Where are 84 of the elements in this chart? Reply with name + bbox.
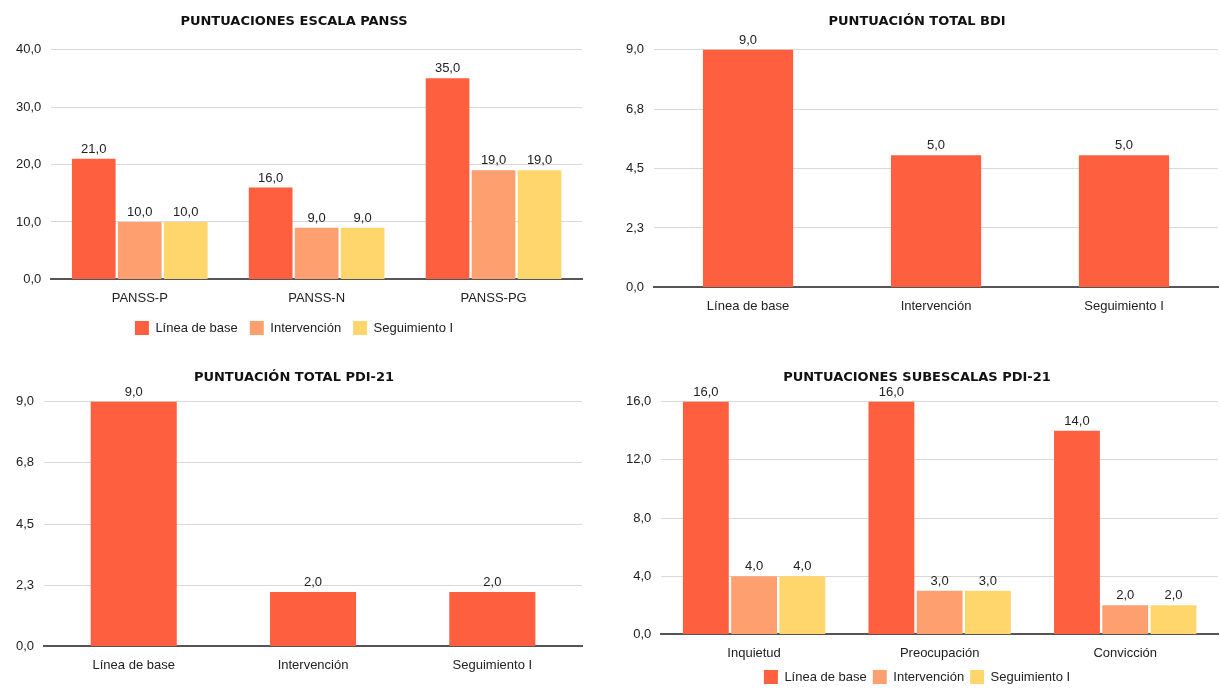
x-tick-label: Intervención [900,297,972,313]
data-label: 5,0 [927,137,946,153]
y-tick-label: 9,0 [625,41,645,57]
bar [731,576,777,634]
y-tick-label: 4,5 [625,160,645,176]
data-label: 4,0 [793,558,812,574]
data-label: 2,0 [304,574,323,590]
bar [517,170,562,279]
x-tick-label: Preocupación [899,644,980,660]
y-tick-label: 9,0 [15,393,35,409]
y-tick-label: 10,0 [15,213,42,229]
bar [71,158,116,279]
y-tick-label: 30,0 [15,98,42,114]
x-tick-label: Línea de base [706,297,790,313]
legend-label: Seguimiento I [990,668,1071,684]
data-label: 2,0 [1116,587,1135,603]
y-tick-label: 0,0 [15,637,35,653]
data-label: 4,0 [745,558,764,574]
x-tick-label: PANSS-PG [460,289,527,305]
data-label: 3,0 [978,572,997,588]
data-label: 9,0 [124,383,143,399]
data-label: 19,0 [526,152,553,168]
y-tick-label: 2,3 [625,219,645,235]
y-tick-label: 16,0 [625,393,652,409]
y-tick-label: 6,8 [625,100,645,116]
bar [248,187,293,279]
bar [779,576,826,634]
data-label: 9,0 [739,31,758,47]
bar [471,170,516,279]
legend-label: Línea de base [784,668,867,684]
data-label: 14,0 [1064,412,1090,428]
y-tick-label: 40,0 [15,41,42,57]
data-label: 5,0 [1114,137,1134,153]
chart-title: PUNTUACIÓN TOTAL PDI-21 [193,369,395,385]
data-label: 10,0 [127,204,153,220]
x-tick-label: Seguimiento I [1084,297,1164,313]
data-label: 9,0 [353,209,372,225]
bar [340,227,385,279]
data-label: 21,0 [81,140,107,156]
x-tick-label: Convicción [1093,644,1158,660]
bar [117,221,162,279]
legend-label: Seguimiento I [373,319,454,335]
bar [682,401,729,634]
y-tick-label: 20,0 [15,156,42,172]
bar [163,221,208,279]
bar [294,227,339,279]
y-tick-label: 0,0 [23,270,42,286]
y-tick-label: 8,0 [633,509,652,525]
data-label: 2,0 [483,574,502,590]
y-tick-label: 2,3 [15,576,35,592]
legend-label: Línea de base [155,319,238,335]
data-label: 19,0 [480,152,507,168]
y-tick-label: 6,8 [15,454,35,470]
chart-title: PUNTUACIÓN TOTAL BDI [828,13,1006,29]
x-tick-label: Inquietud [727,644,781,660]
x-tick-label: Línea de base [92,656,175,672]
bar [1102,605,1149,634]
chart-title: PUNTUACIONES SUBESCALAS PDI-21 [783,369,1051,385]
data-label: 2,0 [1164,587,1183,603]
y-tick-label: 0,0 [625,278,645,294]
chart-title: PUNTUACIONES ESCALA PANSS [180,13,408,29]
data-label: 16,0 [878,383,905,399]
x-tick-label: PANSS-N [288,289,346,305]
data-label: 35,0 [434,60,461,76]
x-tick-label: Seguimiento I [452,656,533,672]
y-tick-label: 4,5 [15,515,35,531]
bar [1150,605,1197,634]
bar [425,78,470,279]
legend-label: Intervención [893,668,965,684]
data-label: 9,0 [307,209,326,225]
y-tick-label: 4,0 [633,567,652,583]
y-tick-label: 12,0 [625,451,652,467]
x-tick-label: Intervención [277,656,349,672]
data-label: 10,0 [173,204,199,220]
data-label: 3,0 [930,572,949,588]
data-label: 16,0 [693,383,719,399]
x-tick-label: PANSS-P [111,289,168,305]
bar [1054,430,1100,634]
data-label: 16,0 [258,169,284,185]
bar [916,590,963,634]
y-tick-label: 0,0 [633,625,652,641]
legend-label: Intervención [270,319,342,335]
bar [868,401,915,634]
bar [964,590,1011,634]
